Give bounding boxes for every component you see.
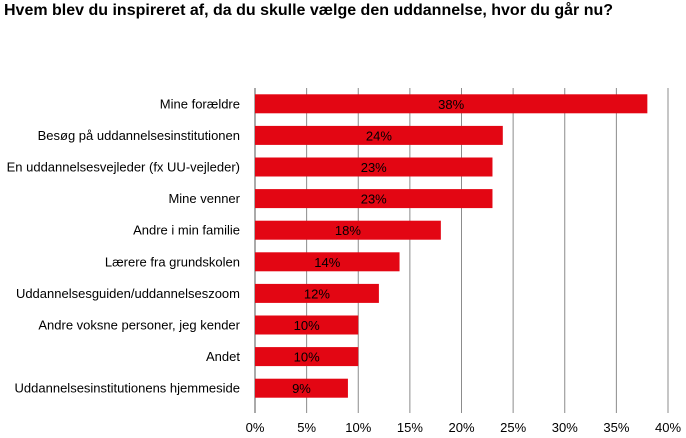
data-label: 10% [294, 318, 320, 333]
x-tick-label: 5% [297, 420, 316, 435]
category-label: Andet [206, 349, 240, 364]
x-tick-label: 35% [603, 420, 629, 435]
x-tick-label: 40% [655, 420, 681, 435]
data-label: 23% [361, 192, 387, 207]
x-tick-label: 0% [246, 420, 265, 435]
bar [255, 347, 359, 367]
category-label: Mine forældre [160, 96, 240, 111]
data-label: 23% [361, 160, 387, 175]
category-label: Mine venner [168, 191, 240, 206]
data-label: 9% [292, 381, 311, 396]
category-label: En uddannelsesvejleder (fx UU-vejleder) [7, 160, 240, 175]
x-tick-label: 20% [448, 420, 474, 435]
data-label: 10% [294, 350, 320, 365]
x-tick-label: 10% [345, 420, 371, 435]
data-label: 18% [335, 223, 361, 238]
x-tick-label: 15% [397, 420, 423, 435]
bar [255, 189, 493, 209]
bar [255, 378, 348, 398]
data-label: 14% [314, 255, 340, 270]
category-label: Uddannelsesinstitutionens hjemmeside [15, 381, 240, 396]
bar [255, 283, 379, 303]
category-label: Andre voksne personer, jeg kender [38, 318, 240, 333]
bars [255, 94, 648, 398]
bar [255, 94, 648, 114]
bar [255, 252, 400, 272]
category-label: Uddannelsesguiden/uddannelseszoom [16, 286, 240, 301]
bar [255, 220, 441, 240]
x-tick-label: 25% [500, 420, 526, 435]
category-label: Lærere fra grundskolen [105, 254, 240, 269]
chart-title: Hvem blev du inspireret af, da du skulle… [4, 2, 614, 19]
category-label: Andre i min familie [133, 223, 240, 238]
data-label: 12% [304, 286, 330, 301]
data-label: 24% [366, 128, 392, 143]
labels: 0% 5% 10% 15% 20% 25% 30% 35% 40% Mine forældre 38… [7, 96, 682, 435]
bar [255, 125, 503, 145]
x-tick-label: 30% [552, 420, 578, 435]
category-label: Besøg på uddannelsesinstitutionen [38, 128, 240, 143]
bar [255, 315, 359, 335]
data-label: 38% [438, 97, 464, 112]
bar [255, 157, 493, 177]
